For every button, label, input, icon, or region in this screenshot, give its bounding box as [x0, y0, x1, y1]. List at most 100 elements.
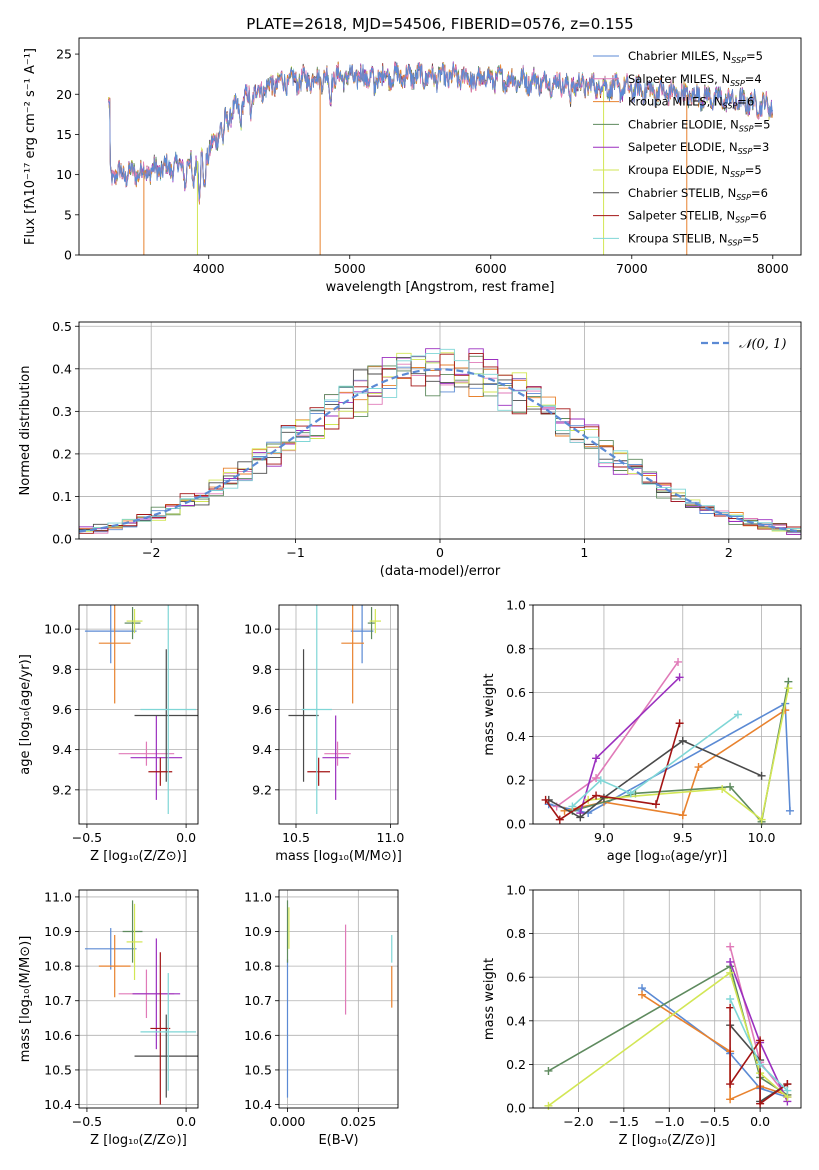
legend-label-chabrier_elodie: Chabrier ELODIE, NSSP=5 [628, 117, 770, 133]
x-tick-label: 0 [436, 545, 444, 560]
y-axis-label: age [log₁₀(age/yr)] [18, 654, 33, 775]
weight-line-chabrier_miles [548, 702, 791, 814]
weight-point-kroupa_stelib [596, 776, 605, 785]
x-axis-label: E(B-V) [318, 1133, 358, 1148]
x-tick-label: −0.5 [700, 1114, 730, 1129]
weight-point-chabrier_stelib [678, 736, 687, 745]
y-tick-label: 9.8 [252, 662, 272, 677]
mass_vs_z-panel: −0.5 0.0 10.4 10.5 10.6 10.7 10.8 10.9 11.0 Z [lo… [18, 889, 199, 1148]
legend-sub: SSP [731, 56, 746, 65]
y-tick-label: 0.0 [52, 532, 72, 547]
x-tick-label: 2 [725, 545, 733, 560]
y-tick-label: 9.2 [52, 782, 72, 797]
legend-sub: SSP [739, 124, 754, 133]
x-tick-label: −0.5 [72, 830, 102, 845]
weight-point-salpeter_stelib [592, 791, 601, 800]
x-axis-label: mass [log₁₀(M/M⊙)] [275, 849, 402, 864]
y-tick-label: 10.9 [244, 924, 272, 939]
y-tick-label: 0.8 [506, 926, 526, 941]
y-tick-label: 15 [56, 127, 72, 142]
y-tick-label: 9.2 [252, 782, 272, 797]
weight-point-salpeter_stelib [726, 1003, 735, 1012]
legend-text: Chabrier MILES, N [628, 49, 731, 63]
weight-point-kroupa_stelib [756, 1060, 765, 1069]
weight-point-kroupa_stelib [568, 802, 577, 811]
x-tick-label: 5000 [334, 261, 366, 276]
weight-point-salpeter_stelib [651, 800, 660, 809]
y-tick-label: 0.2 [52, 446, 72, 461]
weight-point-salpeter_elodie [675, 673, 684, 682]
legend-sub: SSP [728, 238, 743, 247]
y-tick-label: 0.4 [52, 361, 72, 376]
y-tick-label: 0.3 [52, 404, 72, 419]
weight-point-kroupa_stelib [726, 995, 735, 1003]
legend-label-salpeter_miles: Salpeter MILES, NSSP=4 [628, 72, 762, 88]
legend-text: =3 [752, 140, 769, 154]
y-tick-label: 0.6 [506, 685, 526, 700]
legend-label-chabrier_stelib: Chabrier STELIB, NSSP=6 [628, 186, 768, 202]
legend-text: =6 [751, 186, 768, 200]
x-axis-label: wavelength [Angstrom, rest frame] [326, 280, 555, 295]
legend-text: Kroupa STELIB, N [628, 231, 728, 245]
x-axis-label: Z [log₁₀(Z/Z⊙)] [619, 1133, 716, 1148]
x-tick-label: −1.0 [654, 1114, 684, 1129]
y-axis-label: mass [log₁₀(M/M⊙)] [18, 936, 33, 1063]
x-tick-label: 0.0 [176, 830, 196, 845]
weight-point-kroupa_elodie [718, 784, 727, 793]
x-tick-label: 9.0 [594, 830, 614, 845]
y-tick-label: 10.0 [244, 622, 272, 637]
legend-text: =6 [750, 209, 767, 223]
weight-point-salpeter_stelib [555, 815, 564, 824]
y-tick-label: 1.0 [506, 883, 526, 898]
x-tick-label: 7000 [616, 261, 648, 276]
x-tick-label: 9.5 [673, 830, 693, 845]
axes-frame [78, 321, 802, 540]
legend-text: Salpeter MILES, N [628, 72, 730, 86]
y-tick-label: 11.0 [44, 889, 72, 904]
y-tick-label: 10.6 [244, 1028, 272, 1043]
normal-curve [78, 368, 802, 533]
axes-frame [78, 37, 802, 256]
weight-point-salpeter_stelib [675, 719, 684, 728]
y-tick-label: 9.4 [52, 742, 72, 757]
y-tick-label: 10.8 [44, 959, 72, 974]
y-tick-label: 11.0 [244, 889, 272, 904]
mass_weight_vs_z-panel: −2.0 −1.5 −1.0 −0.5 0.0 0.0 0.2 0.4 0.6 0.8 1.0 Z [… [482, 883, 802, 1148]
legend-text: Kroupa MILES, N [628, 95, 723, 109]
legend-sub: SSP [730, 79, 745, 88]
weight-point-kroupa_miles [726, 1095, 735, 1104]
axes-frame [532, 604, 802, 825]
x-tick-label: 6000 [475, 261, 507, 276]
weight-line-salpeter_miles [556, 661, 679, 808]
weight-point-salpeter_elodie [726, 957, 735, 966]
y-tick-label: 5 [64, 207, 72, 222]
axes-frame [532, 889, 802, 1109]
legend-text: =5 [754, 117, 771, 131]
weight-line-kroupa_stelib [571, 713, 739, 808]
legend-text: =5 [746, 49, 763, 63]
y-tick-label: 9.6 [52, 702, 72, 717]
legend-sub: SSP [735, 216, 750, 225]
axes-frame [278, 604, 399, 825]
y-axis-label: Flux [fλ10⁻¹⁷ erg cm⁻² s⁻¹ A⁻¹] [23, 48, 38, 245]
legend-text: Kroupa ELODIE, N [628, 163, 730, 177]
legend-sub: SSP [730, 170, 745, 179]
weight-point-kroupa_elodie [757, 815, 766, 824]
weight-point-salpeter_miles [674, 657, 683, 666]
mass_weight_vs_age-panel: 9.0 9.5 10.0 0.0 0.2 0.4 0.6 0.8 1.0 age [log₁₀(a… [482, 598, 802, 864]
weight-point-salpeter_miles [726, 942, 735, 951]
x-tick-label: 10.0 [748, 830, 776, 845]
weight-point-kroupa_stelib [626, 789, 635, 798]
spectrum-title: PLATE=2618, MJD=54506, FIBERID=0576, z=0… [246, 15, 633, 33]
x-axis-label: Z [log₁₀(Z/Z⊙)] [90, 849, 187, 864]
legend-label-salpeter_elodie: Salpeter ELODIE, NSSP=3 [628, 140, 769, 156]
weight-line-salpeter_elodie [729, 961, 789, 1102]
spectrum-line-chabrier_miles [108, 62, 773, 200]
weight-point-kroupa_elodie [784, 684, 793, 693]
legend-text: Salpeter ELODIE, N [628, 140, 738, 154]
weight-point-chabrier_stelib [757, 771, 766, 780]
legend-label-kroupa_stelib: Kroupa STELIB, NSSP=5 [628, 231, 759, 247]
x-tick-label: 0.025 [340, 1114, 376, 1129]
age_vs_z-panel: −0.5 0.0 9.2 9.4 9.6 9.8 10.0 Z [log₁₀(Z/Z⊙)] ag… [18, 604, 199, 864]
y-tick-label: 0.1 [52, 489, 72, 504]
